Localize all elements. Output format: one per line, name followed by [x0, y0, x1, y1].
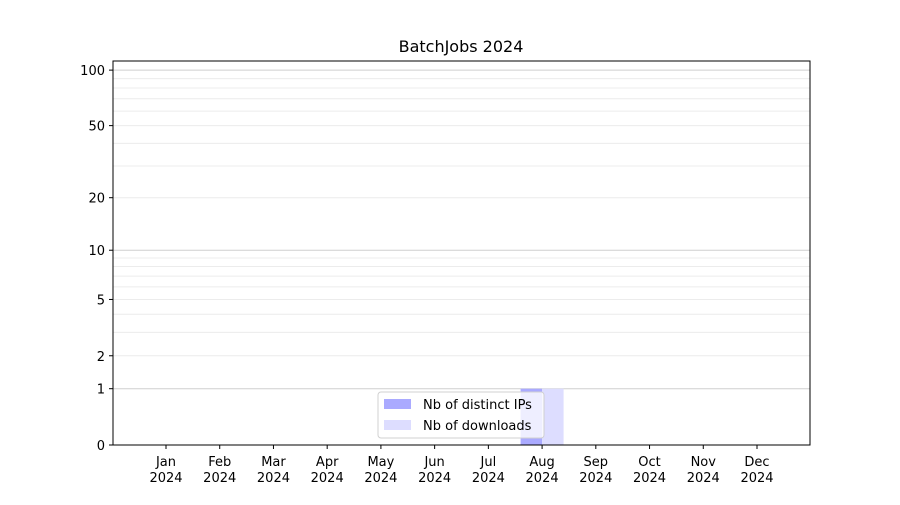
- x-tick-label: 2024: [579, 471, 612, 486]
- y-tick-label: 5: [97, 293, 105, 308]
- x-tick-label: 2024: [687, 471, 720, 486]
- x-tick-label: Oct: [638, 455, 660, 470]
- x-tick-label: Jun: [423, 455, 444, 470]
- legend: Nb of distinct IPs Nb of downloads: [377, 391, 545, 439]
- x-tick-label: 2024: [149, 471, 182, 486]
- legend-label: Nb of distinct IPs: [423, 398, 532, 413]
- x-tick-label: Apr: [316, 455, 339, 470]
- x-tick-label: Mar: [261, 455, 286, 470]
- x-tick-label: Aug: [529, 455, 554, 470]
- x-tick-label: 2024: [740, 471, 773, 486]
- legend-box: [377, 391, 545, 439]
- y-tick-label: 50: [88, 120, 105, 135]
- legend-label: Nb of downloads: [423, 419, 532, 434]
- y-tick-label: 100: [80, 64, 105, 79]
- x-tick-label: 2024: [257, 471, 290, 486]
- x-tick-label: Jul: [480, 455, 497, 470]
- x-tick-label: Sep: [584, 455, 609, 470]
- legend-swatch: [384, 420, 411, 430]
- x-tick-label: Jan: [155, 455, 176, 470]
- y-tick-label: 10: [88, 244, 105, 259]
- x-tick-label: 2024: [633, 471, 666, 486]
- chart-title: BatchJobs 2024: [399, 37, 524, 56]
- x-tick-label: 2024: [418, 471, 451, 486]
- y-tick-label: 2: [97, 350, 105, 365]
- y-tick-label: 0: [97, 439, 105, 454]
- x-tick-label: Dec: [744, 455, 769, 470]
- x-tick-label: May: [367, 455, 394, 470]
- legend-swatch: [384, 399, 411, 409]
- y-tick-label: 20: [88, 192, 105, 207]
- x-tick-label: Feb: [208, 455, 231, 470]
- x-tick-label: 2024: [364, 471, 397, 486]
- x-tick-label: Nov: [691, 455, 717, 470]
- bar-nb-of-downloads: [542, 388, 564, 445]
- x-tick-label: 2024: [472, 471, 505, 486]
- y-tick-label: 1: [97, 383, 105, 398]
- plot-frame: [112, 60, 811, 446]
- x-tick-label: 2024: [311, 471, 344, 486]
- x-tick-label: 2024: [203, 471, 236, 486]
- x-tick-label: 2024: [526, 471, 559, 486]
